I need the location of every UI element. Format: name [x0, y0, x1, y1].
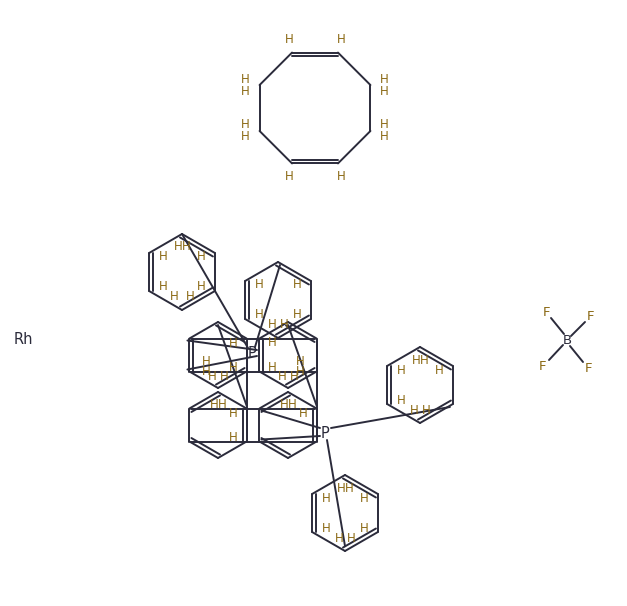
- Text: H: H: [280, 319, 288, 331]
- Text: H: H: [293, 308, 302, 322]
- Text: P: P: [248, 345, 256, 361]
- Text: F: F: [585, 362, 593, 375]
- Text: H: H: [182, 241, 191, 253]
- Text: H: H: [295, 365, 304, 378]
- Text: H: H: [241, 118, 250, 132]
- Text: H: H: [229, 431, 238, 444]
- Text: H: H: [241, 85, 250, 98]
- Text: H: H: [174, 241, 182, 253]
- Text: H: H: [280, 399, 288, 411]
- Text: H: H: [411, 353, 420, 367]
- Text: H: H: [209, 399, 218, 411]
- Text: H: H: [380, 130, 389, 144]
- Text: H: H: [397, 364, 406, 376]
- Text: H: H: [241, 73, 250, 85]
- Text: H: H: [380, 118, 389, 132]
- Text: H: H: [335, 531, 344, 545]
- Text: H: H: [347, 531, 356, 545]
- Text: H: H: [337, 170, 345, 183]
- Text: H: H: [295, 355, 304, 368]
- Text: H: H: [208, 370, 216, 382]
- Text: H: H: [196, 250, 205, 264]
- Text: H: H: [278, 370, 287, 382]
- Text: H: H: [435, 364, 443, 376]
- Text: Rh: Rh: [14, 333, 33, 347]
- Text: H: H: [409, 404, 418, 416]
- Text: H: H: [322, 522, 330, 534]
- Text: H: H: [359, 522, 368, 534]
- Text: F: F: [587, 310, 595, 324]
- Text: B: B: [562, 333, 572, 347]
- Text: H: H: [159, 281, 167, 293]
- Text: H: H: [202, 355, 211, 368]
- Text: H: H: [170, 290, 178, 304]
- Text: H: H: [345, 482, 354, 494]
- Text: H: H: [219, 370, 228, 382]
- Text: H: H: [290, 370, 298, 382]
- Text: H: H: [218, 399, 226, 411]
- Text: H: H: [186, 290, 194, 304]
- Text: H: H: [421, 404, 430, 416]
- Text: H: H: [285, 170, 293, 183]
- Text: H: H: [255, 308, 263, 322]
- Text: H: H: [299, 407, 308, 420]
- Text: H: H: [322, 491, 330, 505]
- Text: H: H: [397, 393, 406, 407]
- Text: H: H: [337, 482, 345, 494]
- Text: H: H: [229, 337, 238, 350]
- Text: H: H: [380, 73, 389, 85]
- Text: H: H: [268, 336, 277, 349]
- Text: H: H: [359, 491, 368, 505]
- Text: H: H: [241, 130, 250, 144]
- Text: H: H: [229, 361, 238, 374]
- Text: H: H: [196, 281, 205, 293]
- Text: H: H: [255, 279, 263, 291]
- Text: H: H: [159, 250, 167, 264]
- Text: H: H: [337, 33, 345, 46]
- Text: H: H: [288, 399, 297, 411]
- Text: H: H: [268, 361, 277, 374]
- Text: H: H: [293, 279, 302, 291]
- Text: H: H: [380, 85, 389, 98]
- Text: P: P: [320, 425, 329, 441]
- Text: H: H: [268, 319, 277, 331]
- Text: H: H: [285, 33, 293, 46]
- Text: H: H: [202, 365, 211, 378]
- Text: F: F: [542, 305, 550, 319]
- Text: H: H: [419, 353, 428, 367]
- Text: F: F: [539, 359, 547, 373]
- Text: H: H: [229, 407, 238, 420]
